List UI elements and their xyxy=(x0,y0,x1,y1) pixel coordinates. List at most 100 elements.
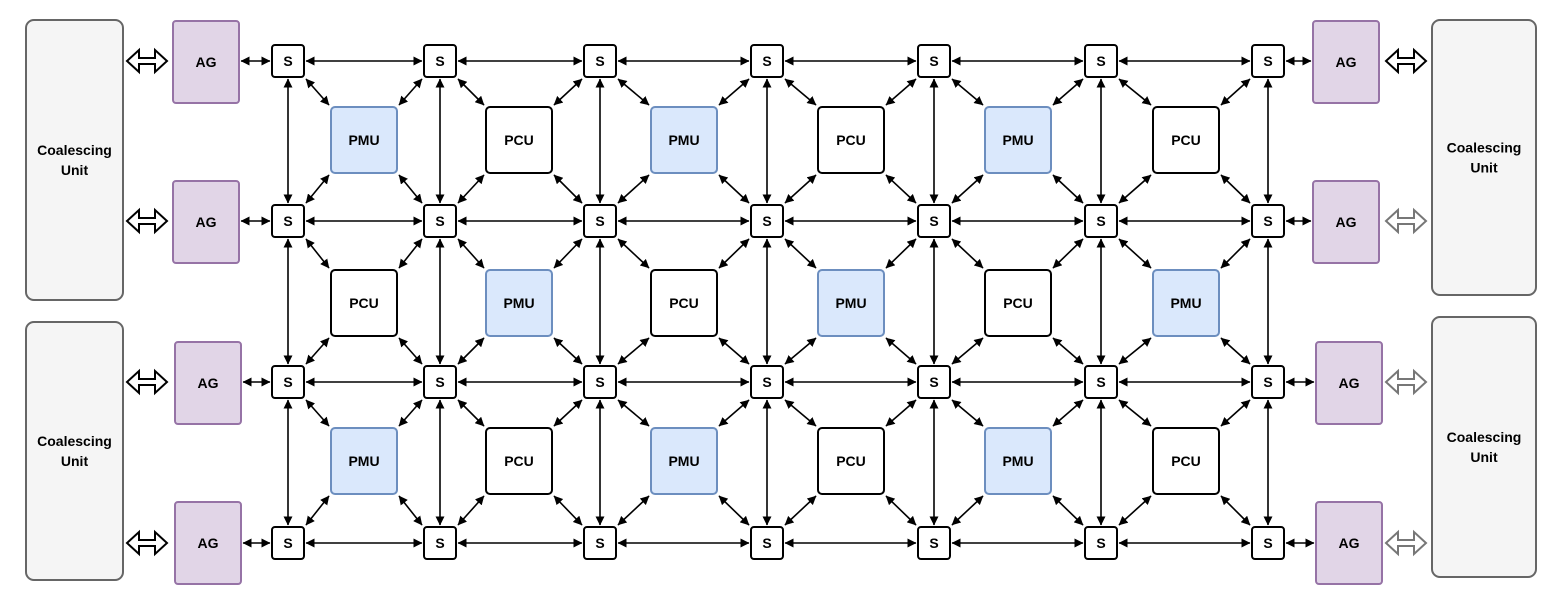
coalescing-ag-link-arrow xyxy=(125,368,169,396)
switch-unit-link xyxy=(617,174,650,204)
switch: S xyxy=(1084,365,1118,399)
switch-unit-link xyxy=(553,174,583,204)
ag-box xyxy=(1312,180,1380,264)
switch-unit-link xyxy=(951,238,984,269)
switch-label: S xyxy=(762,213,771,229)
switch: S xyxy=(917,526,951,560)
switch-unit-link xyxy=(718,337,750,365)
coalescing-ag-link-arrow xyxy=(1384,368,1428,396)
switch-label: S xyxy=(762,535,771,551)
switch: S xyxy=(271,44,305,78)
switch-unit-link xyxy=(617,238,650,269)
switch-label: S xyxy=(1096,213,1105,229)
coalescing-ag-link-arrow xyxy=(1384,529,1428,557)
switch: S xyxy=(917,365,951,399)
switch-box xyxy=(917,365,951,399)
switch-box xyxy=(750,44,784,78)
switch-unit-link xyxy=(553,78,583,106)
pattern-compute-unit: PCU xyxy=(485,106,553,174)
switch-box xyxy=(271,526,305,560)
pattern-memory-unit: PMU xyxy=(817,269,885,337)
switch-unit-link xyxy=(1118,238,1152,269)
switch-unit-link xyxy=(398,399,423,427)
pmu-label: PMU xyxy=(668,453,699,469)
switch: S xyxy=(271,365,305,399)
coalescing-ag-link-arrow xyxy=(125,207,169,235)
switch-unit-link xyxy=(1052,78,1084,106)
pcu-label: PCU xyxy=(836,132,866,148)
switch-unit-link xyxy=(885,238,917,269)
switch-box xyxy=(271,44,305,78)
switch-label: S xyxy=(762,53,771,69)
pmu-label: PMU xyxy=(1002,132,1033,148)
pmu-box xyxy=(650,106,718,174)
pcu-label: PCU xyxy=(836,453,866,469)
switch-unit-link xyxy=(305,174,330,204)
switch-box xyxy=(1251,526,1285,560)
ag-label: AG xyxy=(198,535,219,551)
switch-label: S xyxy=(283,213,292,229)
switch-unit-link xyxy=(718,174,750,204)
switch-unit-link xyxy=(885,78,917,106)
address-generator: AG xyxy=(1312,20,1380,104)
switch: S xyxy=(750,204,784,238)
pattern-memory-unit: PMU xyxy=(984,427,1052,495)
switch-unit-link xyxy=(1052,399,1084,427)
switch-label: S xyxy=(595,374,604,390)
switch-unit-link xyxy=(398,238,423,269)
address-generator: AG xyxy=(1315,341,1383,425)
coalescing-unit: Coalescing Unit xyxy=(25,321,124,581)
pmu-box xyxy=(984,427,1052,495)
ag-box xyxy=(1312,20,1380,104)
pmu-label: PMU xyxy=(348,132,379,148)
switch: S xyxy=(750,44,784,78)
coalescing-unit-box xyxy=(1431,316,1537,578)
pcu-label: PCU xyxy=(1171,132,1201,148)
switch-label: S xyxy=(1096,535,1105,551)
switch-label: S xyxy=(1096,53,1105,69)
switch-unit-link xyxy=(457,78,485,106)
pattern-compute-unit: PCU xyxy=(1152,106,1220,174)
switch-box xyxy=(750,526,784,560)
pcu-label: PCU xyxy=(504,453,534,469)
switch-unit-link xyxy=(718,78,750,106)
switch-box xyxy=(583,204,617,238)
switch-unit-link xyxy=(718,238,750,269)
switch-box xyxy=(1084,526,1118,560)
switch-unit-link xyxy=(1118,337,1152,365)
switch-box xyxy=(1084,204,1118,238)
pattern-compute-unit: PCU xyxy=(330,269,398,337)
switch-label: S xyxy=(435,374,444,390)
pcu-label: PCU xyxy=(504,132,534,148)
pmu-box xyxy=(650,427,718,495)
switch-label: S xyxy=(1263,535,1272,551)
switch: S xyxy=(271,204,305,238)
ag-label: AG xyxy=(1339,535,1360,551)
switch-unit-link xyxy=(784,78,817,106)
pmu-box xyxy=(984,106,1052,174)
switch-unit-link xyxy=(1118,174,1152,204)
switch-box xyxy=(423,44,457,78)
ag-box xyxy=(1315,501,1383,585)
switch-label: S xyxy=(435,53,444,69)
switch-unit-link xyxy=(1052,238,1084,269)
coalescing-unit-label-line1: Coalescing xyxy=(37,433,112,449)
switch-unit-link xyxy=(951,78,984,106)
switch-unit-link xyxy=(398,78,423,106)
pmu-label: PMU xyxy=(1002,453,1033,469)
switch-unit-link xyxy=(553,337,583,365)
pcu-box xyxy=(485,427,553,495)
switch-unit-link xyxy=(951,174,984,204)
ag-box xyxy=(174,501,242,585)
coalescing-unit: Coalescing Unit xyxy=(1431,19,1537,296)
pcu-box xyxy=(817,106,885,174)
address-generator: AG xyxy=(1315,501,1383,585)
pmu-box xyxy=(485,269,553,337)
switch: S xyxy=(1251,204,1285,238)
pattern-compute-unit: PCU xyxy=(1152,427,1220,495)
coalescing-unit-box xyxy=(25,19,124,301)
pmu-label: PMU xyxy=(668,132,699,148)
switch-unit-link xyxy=(457,399,485,427)
pmu-box xyxy=(1152,269,1220,337)
ag-label: AG xyxy=(1339,375,1360,391)
